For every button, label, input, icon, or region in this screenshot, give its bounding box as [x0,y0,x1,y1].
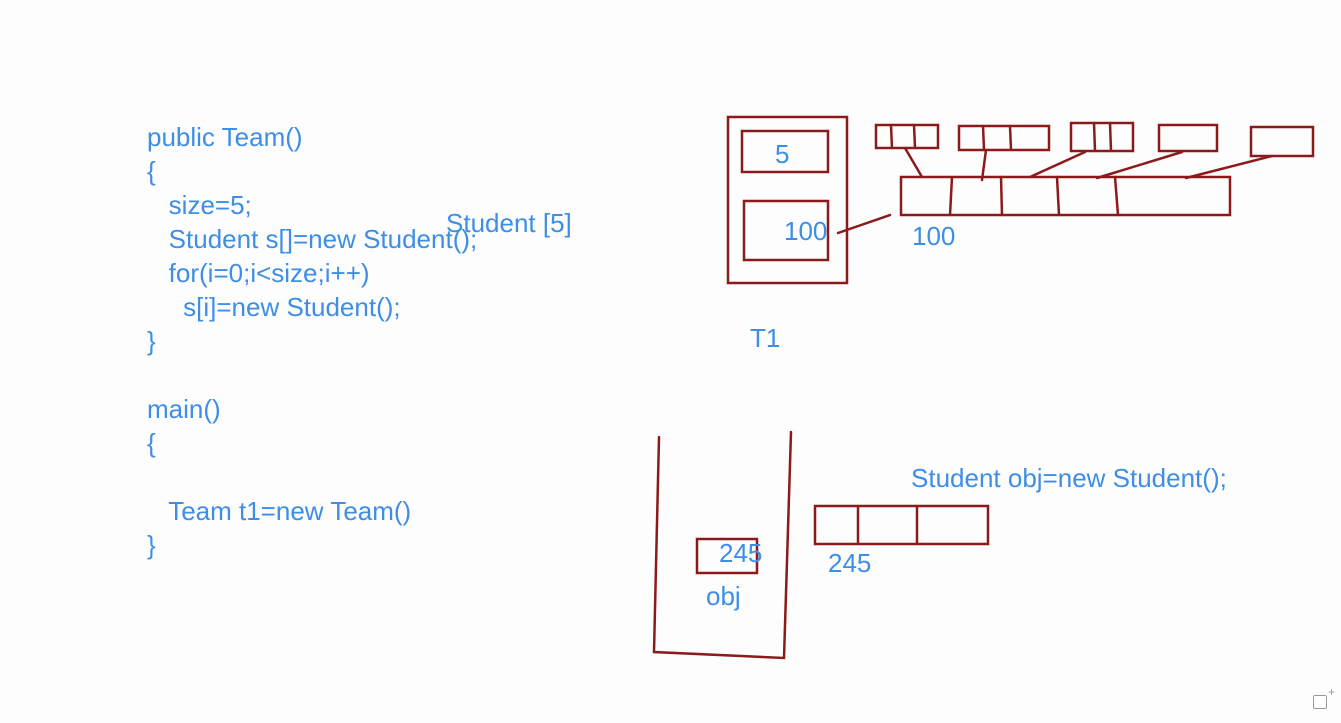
code-line: } [147,530,156,560]
code-line: } [147,326,156,356]
student-object-box [957,124,1051,152]
add-window-icon[interactable] [1313,685,1335,709]
code-line: { [147,428,156,458]
team-object-box [726,115,849,285]
student-object-box [1157,123,1219,153]
code-line: Student s[]=new Student(); [147,224,478,254]
stack-frame [652,430,793,660]
size-field-box [740,129,830,174]
code-line: public Team() [147,122,303,152]
student-object-box [874,123,940,150]
object-label: T1 [750,323,781,353]
size-value: 5 [775,139,790,169]
code-line: s[i]=new Student(); [147,292,401,322]
obj-student-box [813,504,990,546]
obj-ref-box [695,537,759,575]
statement-annotation: Student obj=new Student(); [911,463,1227,493]
obj-ref-inner-value: 245 [719,538,763,568]
code-line: for(i=0;i<size;i++) [147,258,370,288]
code-line: { [147,156,156,186]
code-block: public Team() { size=5; Student s[]=new … [147,120,477,562]
array-address: 100 [912,221,956,251]
array-ref-field-box [742,199,830,262]
student-object-box [1249,125,1315,158]
code-line: Team t1=new Team() [147,496,412,526]
obj-label: obj [706,581,741,611]
obj-address: 245 [828,548,872,578]
ref-arrow [836,213,892,235]
code-line: main() [147,394,221,424]
student-array-annotation: Student [5] [446,208,572,238]
student-array-box [899,175,1232,217]
student-object-box [1069,121,1135,153]
code-line: size=5; [147,190,252,220]
ref-inner-value: 100 [784,216,828,246]
